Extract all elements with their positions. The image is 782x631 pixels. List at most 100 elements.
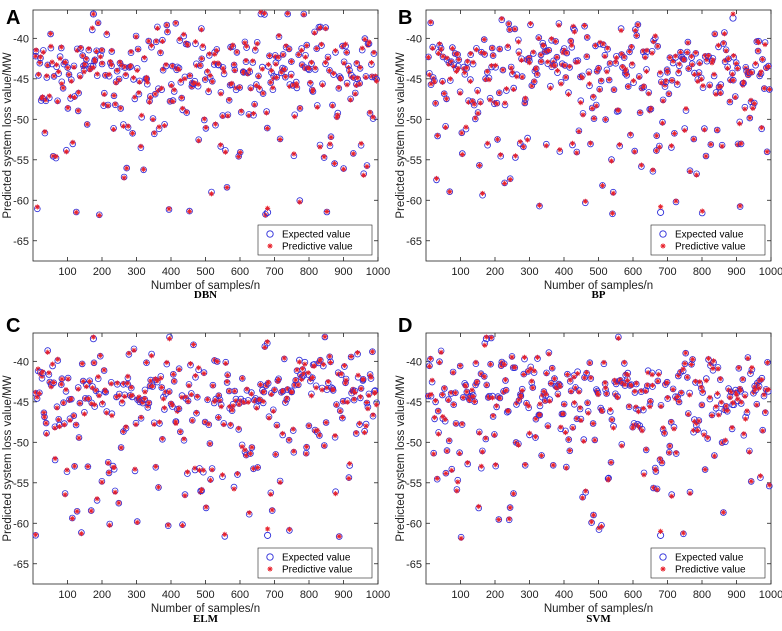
predictive-point — [248, 391, 255, 397]
predictive-point — [351, 75, 357, 81]
predictive-point — [450, 370, 456, 376]
expected-point — [83, 121, 91, 128]
expected-point — [143, 359, 150, 367]
predictive-point — [257, 382, 264, 388]
predictive-point — [246, 112, 252, 119]
predictive-point — [507, 505, 513, 511]
predictive-point — [705, 355, 712, 362]
predictive-point — [310, 87, 316, 93]
method-label: DBN — [194, 289, 217, 301]
x-tick-label: 300 — [520, 266, 538, 278]
predictive-point — [446, 437, 452, 443]
predictive-point — [435, 408, 441, 414]
predictive-point — [190, 342, 197, 348]
y-axis-label: Predicted system loss value/MW — [2, 52, 14, 218]
predictive-point — [364, 163, 370, 170]
predictive-point — [293, 377, 299, 383]
expected-point — [595, 64, 602, 72]
predictive-point — [248, 86, 254, 92]
predictive-point — [579, 75, 585, 81]
predictive-point — [689, 62, 695, 68]
predictive-point — [152, 376, 158, 382]
predictive-point — [287, 83, 293, 90]
x-tick-label: 100 — [58, 266, 76, 278]
predictive-point — [374, 78, 380, 84]
predictive-point — [166, 389, 172, 395]
predictive-point — [474, 379, 480, 385]
predictive-point — [482, 76, 489, 83]
predictive-point — [48, 43, 54, 49]
predictive-point — [742, 106, 748, 112]
predictive-point — [166, 206, 172, 212]
predictive-point — [579, 495, 586, 501]
predictive-point — [221, 421, 227, 428]
predictive-point — [370, 412, 376, 418]
predictive-point — [482, 50, 488, 57]
predictive-point — [727, 98, 733, 104]
predictive-point — [44, 73, 50, 79]
predictive-point — [79, 361, 85, 367]
predictive-point — [509, 69, 516, 76]
predictive-point — [213, 397, 219, 403]
predictive-point — [466, 395, 472, 401]
predictive-point — [75, 386, 81, 392]
predictive-point — [578, 417, 584, 424]
predictive-point — [660, 98, 666, 104]
predictive-point — [336, 74, 343, 80]
predictive-point — [567, 63, 573, 70]
predictive-point — [464, 389, 470, 395]
predictive-point — [317, 24, 324, 31]
predictive-point — [604, 69, 610, 75]
expected-point — [231, 387, 239, 395]
predictive-point — [583, 488, 589, 494]
predictive-point — [42, 129, 48, 135]
predictive-point — [151, 130, 157, 136]
predictive-point — [48, 31, 54, 37]
predictive-point — [608, 158, 615, 164]
predictive-point — [358, 140, 364, 147]
predictive-point — [350, 386, 356, 392]
predictive-point — [587, 140, 594, 146]
expected-point — [607, 458, 615, 466]
predictive-point — [451, 63, 457, 70]
expected-point — [746, 114, 754, 122]
predictive-point — [528, 366, 534, 372]
predictive-point — [748, 97, 754, 103]
legend-expected-label: Expected value — [282, 230, 351, 241]
predictive-point — [319, 82, 326, 88]
predictive-point — [173, 20, 179, 26]
predictive-point — [195, 81, 201, 87]
predictive-point — [46, 370, 52, 376]
predictive-point — [724, 65, 731, 71]
predictive-point — [529, 83, 535, 89]
predictive-point — [185, 42, 191, 48]
predictive-point — [546, 351, 552, 357]
predictive-point — [263, 110, 270, 116]
predictive-point — [150, 116, 156, 123]
predictive-point — [491, 432, 498, 438]
predictive-point — [362, 429, 368, 436]
predictive-point — [656, 371, 662, 377]
predictive-point — [430, 45, 436, 51]
predictive-point — [325, 379, 331, 385]
predictive-point — [427, 355, 434, 362]
predictive-point — [643, 68, 650, 74]
predictive-point — [488, 334, 494, 341]
predictive-point — [212, 121, 219, 127]
predictive-point — [236, 425, 242, 431]
expected-point — [511, 25, 519, 33]
expected-point — [506, 504, 514, 511]
panel-letter: D — [398, 315, 412, 337]
predictive-point — [681, 57, 687, 63]
predictive-point — [549, 365, 555, 371]
predictive-point — [93, 48, 100, 55]
predictive-point — [587, 360, 593, 366]
expected-point — [145, 37, 153, 45]
expected-point — [294, 381, 302, 389]
predictive-point — [560, 411, 566, 417]
predictive-point — [250, 58, 256, 64]
predictive-point — [196, 365, 202, 371]
predictive-point — [574, 150, 580, 156]
predictive-point — [469, 98, 476, 104]
predictive-point — [76, 435, 82, 441]
